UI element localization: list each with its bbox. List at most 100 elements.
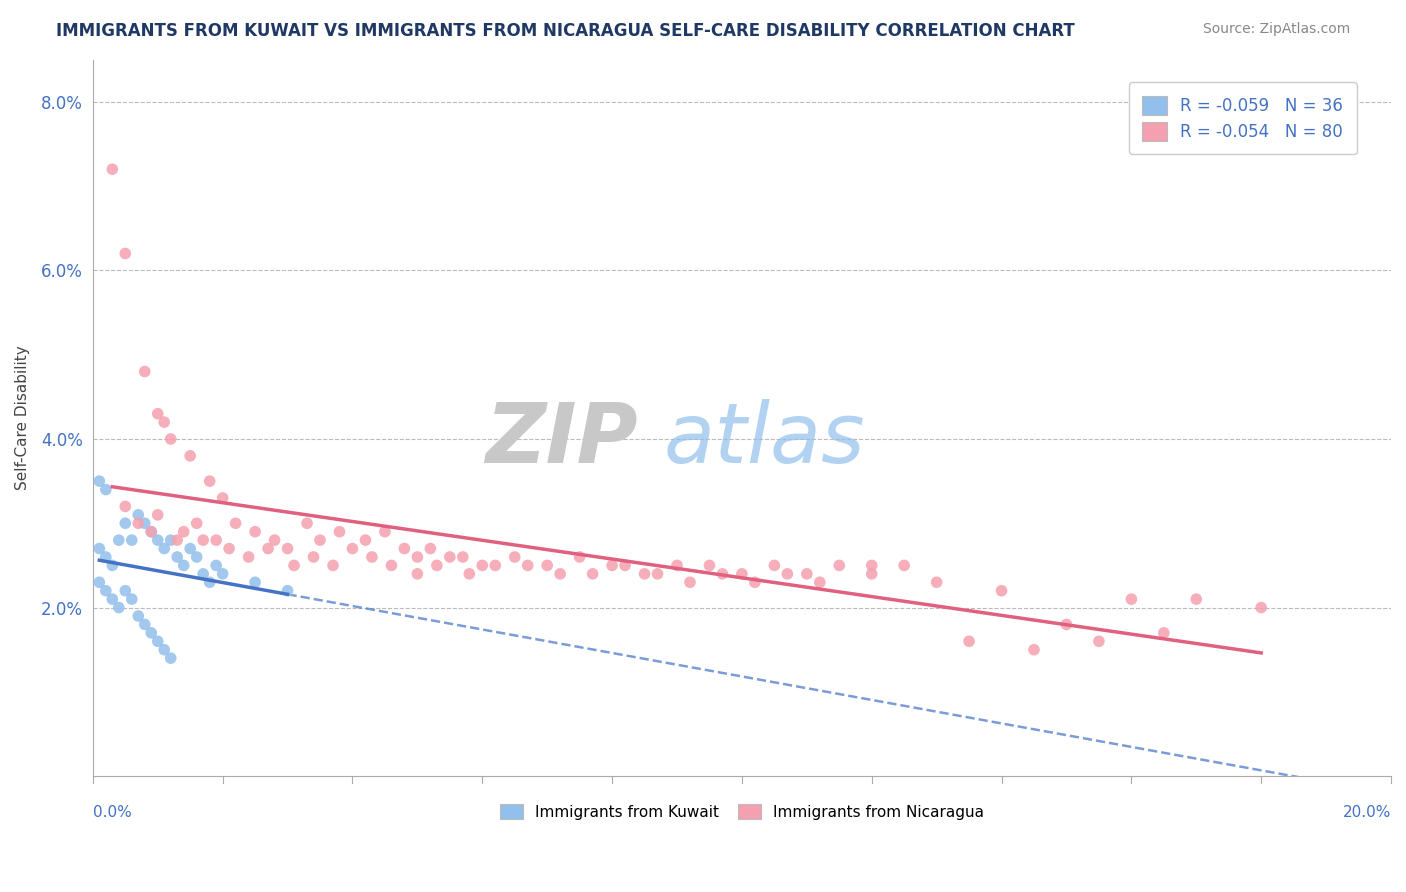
Point (243, 524, 266, 539)
Point (205, 533, 228, 548)
Point (458, 566, 481, 581)
Point (309, 533, 332, 548)
Point (146, 508, 169, 522)
Point (342, 541, 364, 556)
Point (731, 566, 754, 581)
Point (146, 407, 169, 421)
Point (763, 558, 786, 573)
Point (380, 558, 402, 573)
Point (159, 651, 181, 665)
Point (101, 592, 124, 607)
Point (166, 533, 188, 548)
Point (114, 583, 136, 598)
Point (568, 549, 591, 564)
Y-axis label: Self-Care Disability: Self-Care Disability (15, 345, 30, 491)
Point (166, 549, 188, 564)
Point (1121, 592, 1143, 607)
Point (711, 566, 734, 581)
Text: IMMIGRANTS FROM KUWAIT VS IMMIGRANTS FROM NICARAGUA SELF-CARE DISABILITY CORRELA: IMMIGRANTS FROM KUWAIT VS IMMIGRANTS FRO… (56, 22, 1076, 40)
Point (893, 558, 915, 573)
Point (121, 533, 143, 548)
Point (198, 474, 221, 488)
Point (179, 449, 201, 463)
Point (127, 508, 149, 522)
Point (484, 558, 506, 573)
Point (374, 524, 396, 539)
Point (159, 533, 181, 548)
Point (173, 524, 195, 539)
Point (600, 558, 623, 573)
Point (1250, 600, 1272, 615)
Legend: Immigrants from Kuwait, Immigrants from Nicaragua: Immigrants from Kuwait, Immigrants from … (494, 797, 990, 826)
Point (471, 558, 494, 573)
Point (243, 575, 266, 590)
Point (808, 575, 831, 590)
Point (114, 246, 136, 260)
Text: ZIP: ZIP (485, 399, 638, 480)
Point (186, 549, 208, 564)
Point (1022, 642, 1045, 657)
Point (134, 365, 156, 379)
Point (225, 516, 247, 531)
Point (114, 516, 136, 531)
Point (211, 566, 233, 581)
Point (548, 566, 571, 581)
Point (860, 566, 883, 581)
Point (141, 524, 163, 539)
Point (699, 558, 721, 573)
Point (295, 516, 318, 531)
Point (419, 541, 441, 556)
Point (89, 575, 111, 590)
Point (218, 541, 240, 556)
Point (179, 541, 201, 556)
Point (153, 415, 176, 429)
Point (186, 516, 208, 531)
Point (776, 566, 799, 581)
Point (257, 541, 280, 556)
Point (121, 592, 143, 607)
Point (322, 558, 344, 573)
Point (614, 558, 637, 573)
Point (744, 575, 766, 590)
Point (94, 483, 117, 497)
Point (94, 549, 117, 564)
Point (925, 575, 948, 590)
Point (134, 617, 156, 632)
Point (426, 558, 449, 573)
Point (283, 558, 305, 573)
Point (516, 558, 538, 573)
Point (211, 491, 233, 505)
Point (361, 549, 384, 564)
Point (277, 583, 299, 598)
Point (1185, 592, 1208, 607)
Point (146, 634, 169, 648)
Text: Source: ZipAtlas.com: Source: ZipAtlas.com (1202, 22, 1350, 37)
Point (354, 533, 377, 548)
Point (581, 566, 603, 581)
Point (1153, 625, 1175, 640)
Point (107, 600, 129, 615)
Point (406, 566, 429, 581)
Point (394, 541, 416, 556)
Point (134, 516, 156, 531)
Point (89, 541, 111, 556)
Point (957, 634, 980, 648)
Point (173, 558, 195, 573)
Point (193, 533, 215, 548)
Point (666, 558, 689, 573)
Point (1056, 617, 1078, 632)
Point (101, 162, 124, 177)
Point (860, 558, 883, 573)
Point (141, 625, 163, 640)
Point (1088, 634, 1111, 648)
Point (679, 575, 702, 590)
Point (114, 500, 136, 514)
Point (277, 541, 299, 556)
Point (647, 566, 669, 581)
Text: 20.0%: 20.0% (1343, 805, 1391, 820)
Point (302, 549, 325, 564)
Point (503, 549, 526, 564)
Point (796, 566, 818, 581)
Point (536, 558, 558, 573)
Point (198, 575, 221, 590)
